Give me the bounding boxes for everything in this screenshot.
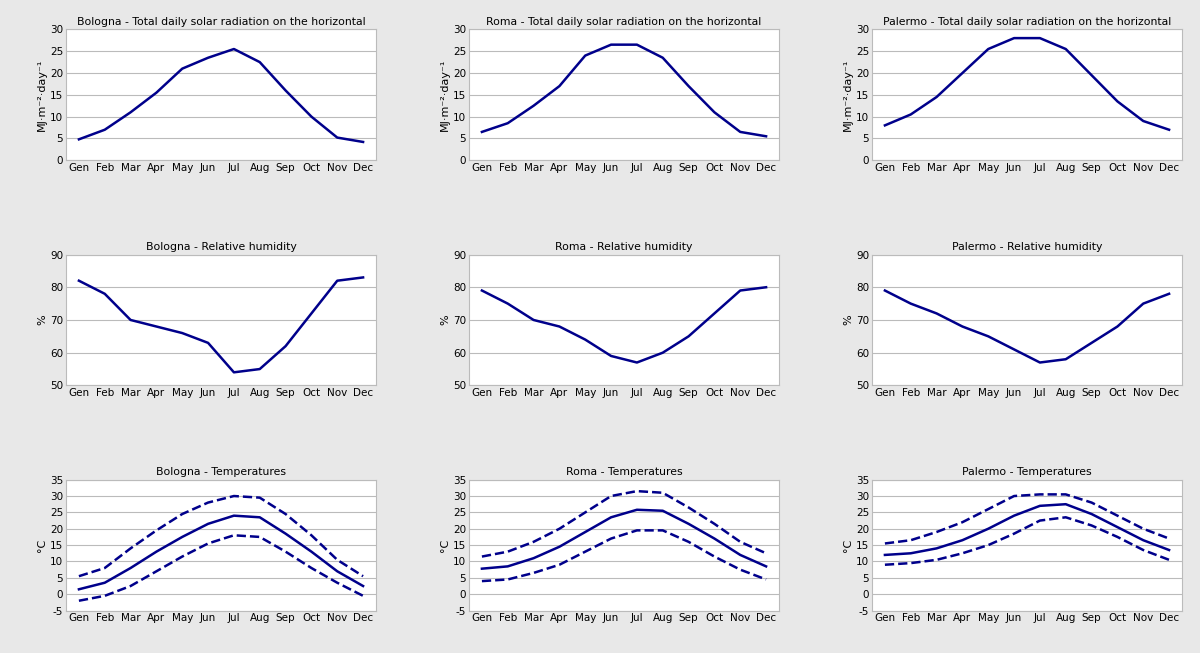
Title: Palermo - Temperatures: Palermo - Temperatures [962, 468, 1092, 477]
Title: Bologna - Relative humidity: Bologna - Relative humidity [145, 242, 296, 252]
Y-axis label: %: % [37, 315, 47, 325]
Y-axis label: °C: °C [844, 539, 853, 552]
Y-axis label: °C: °C [37, 539, 47, 552]
Title: Roma - Temperatures: Roma - Temperatures [565, 468, 683, 477]
Y-axis label: MJ·m⁻²·day⁻¹: MJ·m⁻²·day⁻¹ [440, 59, 450, 131]
Y-axis label: °C: °C [440, 539, 450, 552]
Title: Palermo - Relative humidity: Palermo - Relative humidity [952, 242, 1102, 252]
Title: Palermo - Total daily solar radiation on the horizontal: Palermo - Total daily solar radiation on… [883, 17, 1171, 27]
Title: Roma - Relative humidity: Roma - Relative humidity [556, 242, 692, 252]
Y-axis label: MJ·m⁻²·day⁻¹: MJ·m⁻²·day⁻¹ [844, 59, 853, 131]
Y-axis label: %: % [440, 315, 450, 325]
Title: Roma - Total daily solar radiation on the horizontal: Roma - Total daily solar radiation on th… [486, 17, 762, 27]
Y-axis label: MJ·m⁻²·day⁻¹: MJ·m⁻²·day⁻¹ [37, 59, 47, 131]
Y-axis label: %: % [844, 315, 853, 325]
Title: Bologna - Temperatures: Bologna - Temperatures [156, 468, 286, 477]
Title: Bologna - Total daily solar radiation on the horizontal: Bologna - Total daily solar radiation on… [77, 17, 365, 27]
